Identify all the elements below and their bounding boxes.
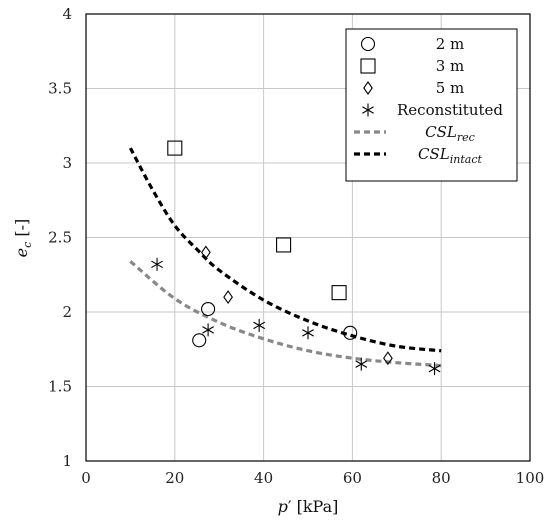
plot-frame xyxy=(85,13,531,462)
legend-label: CSLrec xyxy=(425,123,475,144)
x-axis-label-unit: [kPa] xyxy=(292,497,339,516)
legend-box xyxy=(345,28,518,182)
y-axis-label-base: e xyxy=(12,248,31,257)
data-point-circle xyxy=(343,325,358,340)
x-axis-label: p′ [kPa] xyxy=(278,497,339,516)
data-point-diamond xyxy=(383,351,393,366)
x-tick-label: 0 xyxy=(81,469,91,487)
data-point-asterisk xyxy=(253,318,266,332)
y-tick-labels: 1 1.5 2 2.5 3 3.5 4 xyxy=(48,5,72,470)
csl-intact-line xyxy=(128,147,442,353)
data-point-asterisk xyxy=(202,323,215,337)
y-tick-label: 3.5 xyxy=(48,80,72,98)
legend-label: Reconstituted xyxy=(397,101,503,119)
y-tick-label: 2.5 xyxy=(48,229,72,247)
data-point-diamond xyxy=(201,245,211,260)
y-axis-label-sub: c xyxy=(21,242,34,248)
legend-label: CSLintact xyxy=(418,145,482,166)
data-point-asterisk xyxy=(302,326,314,340)
y-tick-label: 4 xyxy=(62,5,72,23)
csl-rec-line xyxy=(129,260,442,368)
x-tick-label: 40 xyxy=(254,469,273,487)
x-axis-label-base: p xyxy=(278,497,288,516)
data-point-diamond xyxy=(223,290,233,305)
legend-symbol-circle xyxy=(360,36,376,52)
data-point-square xyxy=(167,140,183,156)
x-tick-label: 60 xyxy=(343,469,362,487)
data-point-asterisk xyxy=(151,257,163,271)
y-tick-label: 3 xyxy=(62,154,72,172)
csl-curves xyxy=(128,147,442,368)
y-axis-label-unit: [-] xyxy=(12,219,31,242)
y-tick-label: 1 xyxy=(62,452,72,470)
x-tick-label: 20 xyxy=(165,469,184,487)
x-axis-label-prime: ′ xyxy=(288,497,292,516)
y-tick-label: 2 xyxy=(62,303,72,321)
data-point-circle xyxy=(201,301,216,317)
x-tick-labels: 0 20 40 60 80 100 xyxy=(81,469,544,487)
legend-label: 2 m xyxy=(436,35,465,53)
y-tick-label: 1.5 xyxy=(48,378,72,396)
data-point-asterisk xyxy=(355,357,368,371)
data-points xyxy=(151,140,441,376)
legend-label: 5 m xyxy=(436,79,465,97)
legend-symbol-asterisk xyxy=(362,103,374,117)
legend-label: 3 m xyxy=(436,57,465,75)
data-point-circle xyxy=(192,333,207,348)
legend-symbol-square xyxy=(360,58,376,74)
x-tick-label: 100 xyxy=(516,469,545,487)
y-axis-label: ec [-] xyxy=(12,219,34,258)
data-point-square xyxy=(276,237,292,253)
x-tick-label: 80 xyxy=(432,469,451,487)
data-point-square xyxy=(331,285,347,301)
data-point-asterisk xyxy=(428,362,441,376)
legend-symbol-diamond xyxy=(363,81,373,95)
